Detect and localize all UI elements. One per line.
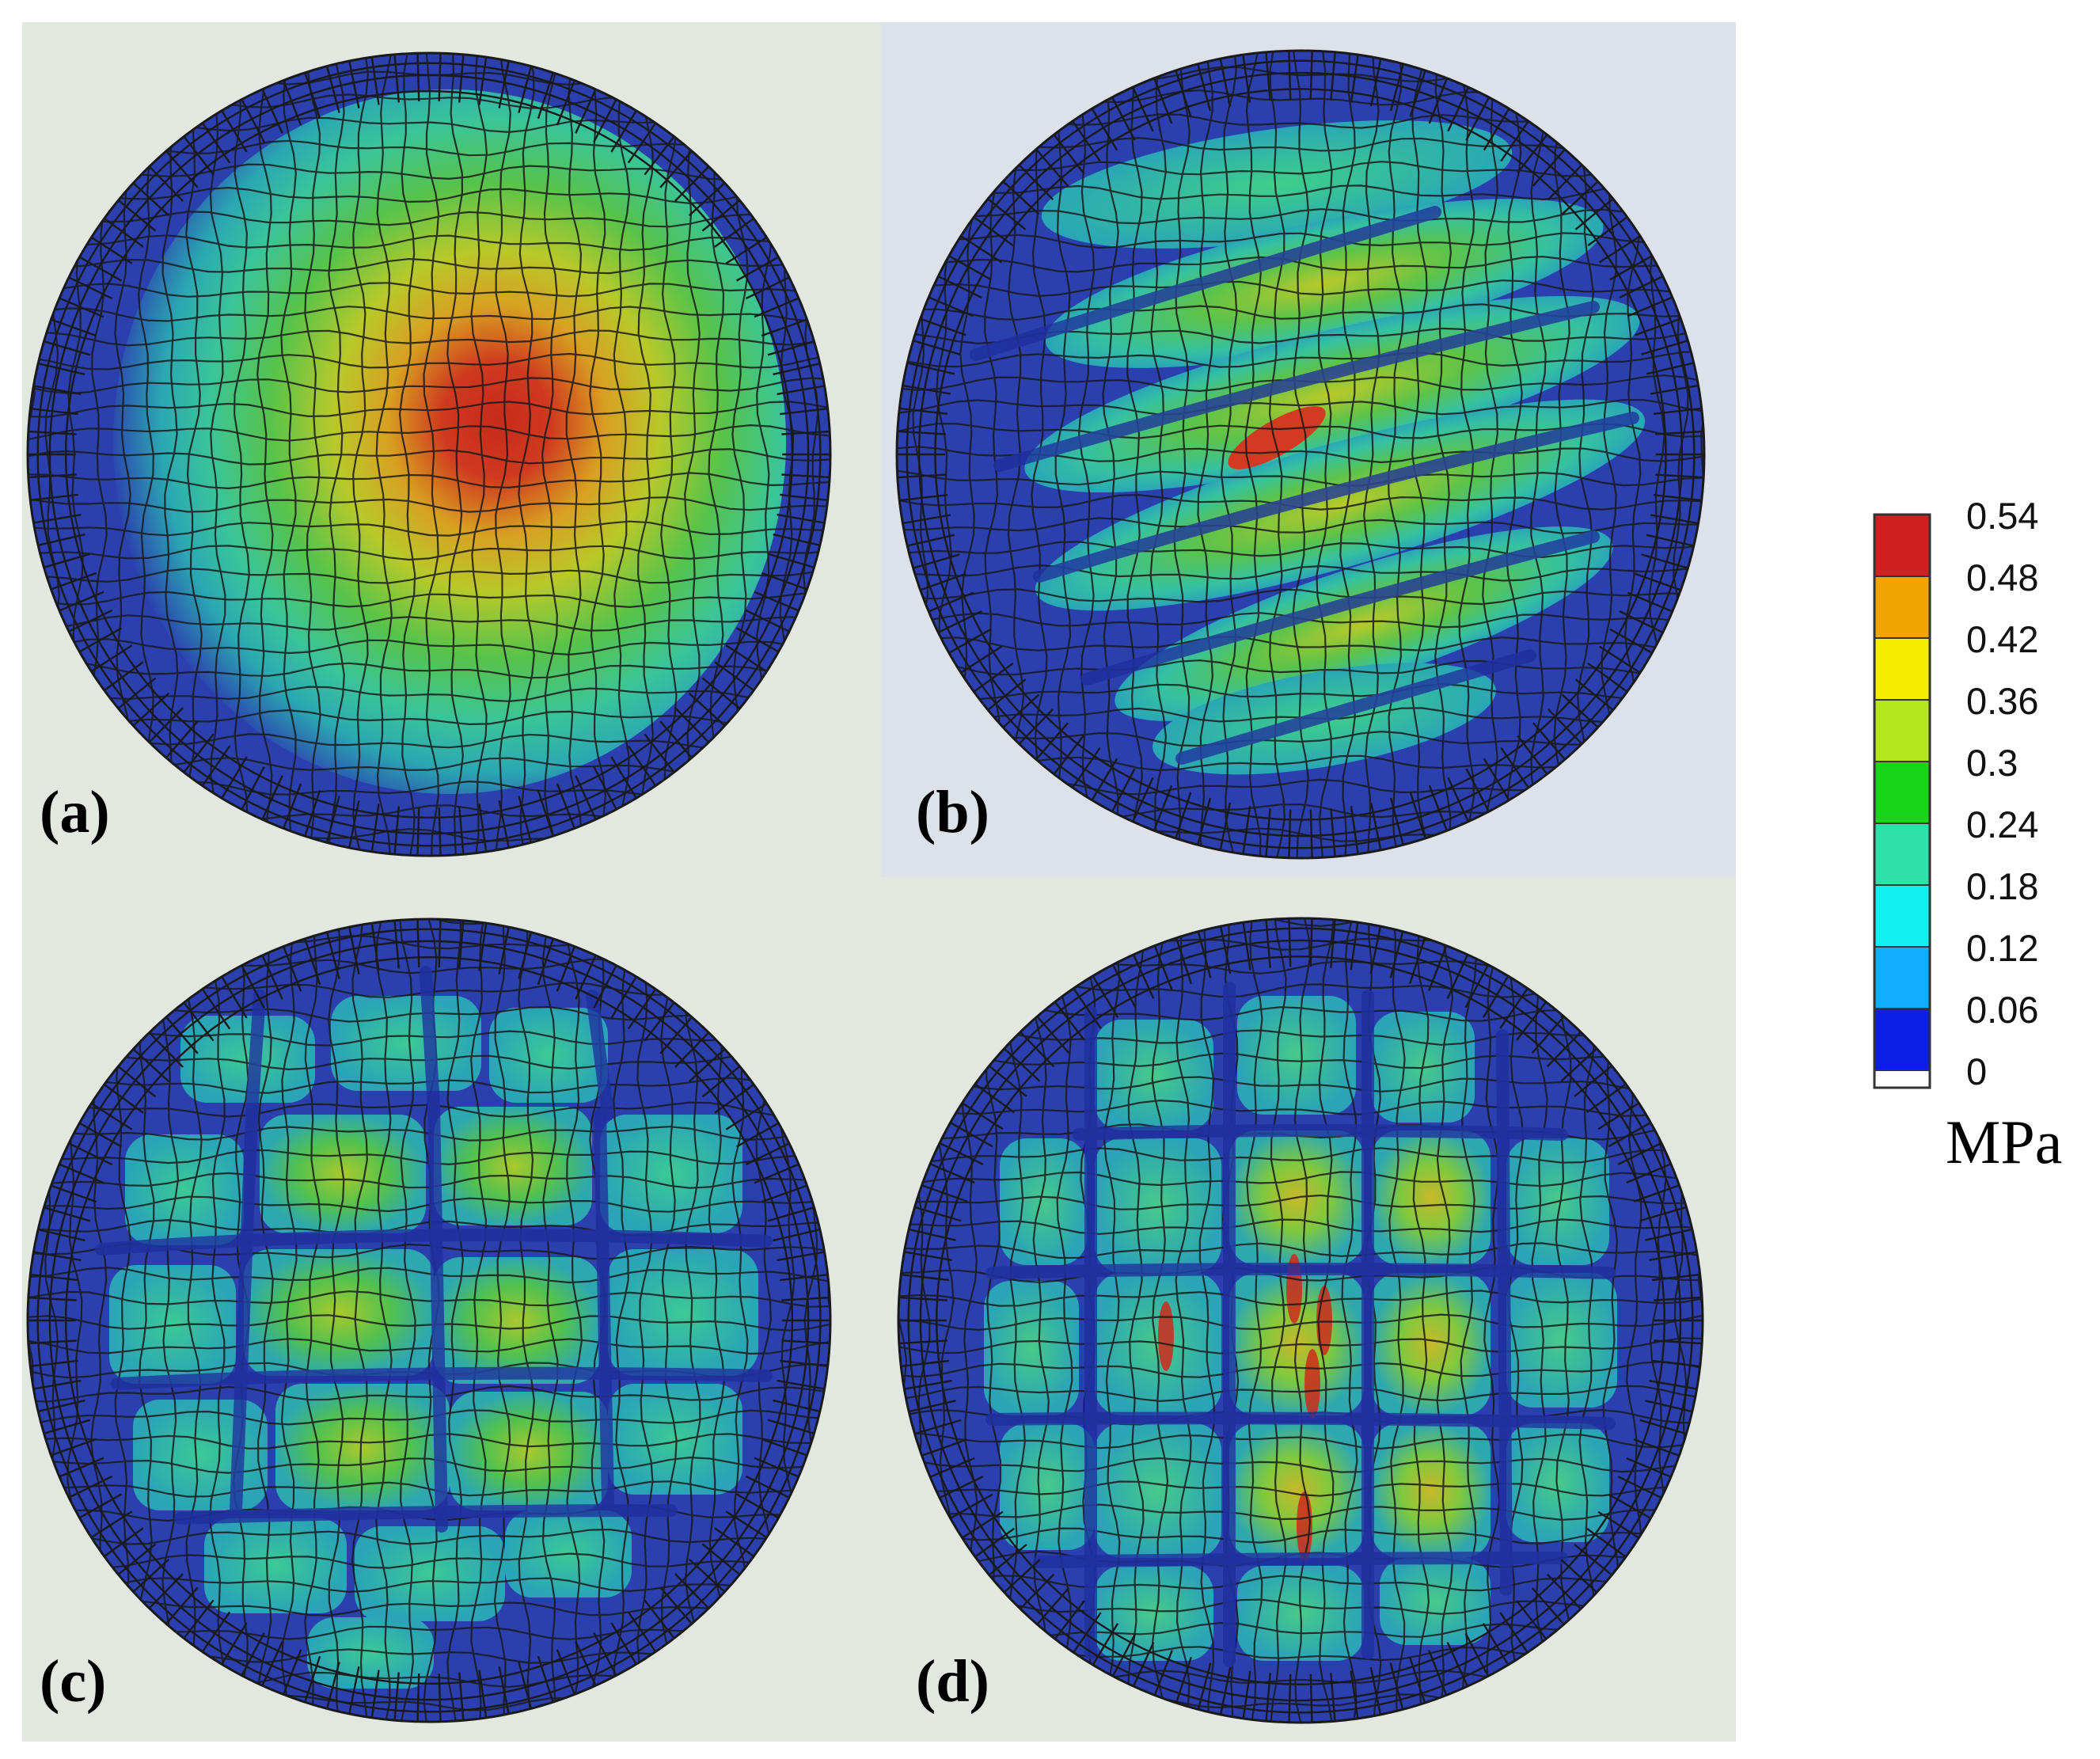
stress-contour-a: [26, 51, 832, 857]
panel-b: (b): [881, 22, 1736, 877]
stress-block: [984, 1281, 1079, 1415]
stress-block: [608, 1249, 758, 1376]
legend-swatch: [1874, 823, 1931, 886]
stress-block: [331, 996, 481, 1091]
legend-tick-label: 0.3: [1966, 742, 2018, 784]
stress-block: [1372, 1423, 1491, 1558]
legend-swatch: [1874, 884, 1931, 948]
color-scale-bar: [1873, 513, 1931, 1089]
stress-block: [434, 1107, 592, 1225]
legend-tick-label: 0.36: [1966, 680, 2039, 722]
legend-swatch: [1874, 514, 1931, 577]
stress-contour-b: [895, 49, 1706, 860]
legend-tick-label: 0.48: [1966, 557, 2039, 598]
color-legend: 0.54 0.48 0.42 0.36 0.3 0.24 0.18 0.12 0.06 0 MPa: [1868, 497, 2090, 1298]
hot-spot: [1158, 1301, 1174, 1371]
legend-tick-label: 0.06: [1966, 989, 2039, 1031]
legend-swatch: [1874, 946, 1931, 1009]
panel-label-a: (a): [40, 779, 110, 845]
legend-tick-label: 0.18: [1966, 865, 2039, 907]
stress-block: [1095, 1566, 1213, 1661]
legend-swatch: [1874, 637, 1931, 701]
stress-block: [1229, 1423, 1364, 1558]
hot-spot: [1304, 1349, 1320, 1419]
panel-c: (c): [22, 877, 881, 1742]
stress-block: [1095, 1138, 1221, 1273]
stress-block: [1000, 1138, 1087, 1265]
panel-a: (a): [22, 22, 881, 877]
stress-block: [307, 1617, 434, 1689]
stress-block: [355, 1526, 505, 1621]
panel-d: (d): [881, 877, 1736, 1742]
mesh-rings-b: [897, 51, 1704, 858]
legend-swatch: [1874, 699, 1931, 762]
legend-unit: MPa: [1946, 1107, 2063, 1176]
legend-swatch: [1874, 761, 1931, 824]
mesh-rings-d: [898, 918, 1703, 1723]
stress-block: [1372, 1130, 1491, 1265]
stress-block: [1506, 1423, 1609, 1542]
mesh-rings-a: [28, 53, 830, 856]
legend-tick-label: 0.24: [1966, 804, 2039, 845]
mesh-rings-c: [28, 919, 830, 1722]
legend-swatch: [1874, 1069, 1931, 1088]
legend-tick-label: 0.42: [1966, 618, 2039, 660]
legend-swatch: [1874, 1008, 1931, 1071]
legend-tick-label: 0.12: [1966, 927, 2039, 969]
legend-tick-label: 0: [1966, 1050, 1988, 1092]
stress-block: [1095, 1273, 1221, 1415]
panel-label-b: (b): [916, 779, 989, 845]
legend-swatch: [1874, 576, 1931, 639]
stress-block: [1506, 1273, 1617, 1408]
stress-contour-d: [897, 917, 1704, 1724]
stress-block: [1380, 1558, 1491, 1645]
stress-contour-c: [26, 917, 832, 1723]
panel-label-d: (d): [916, 1648, 989, 1715]
panel-label-c: (c): [40, 1648, 107, 1715]
stress-block: [275, 1384, 450, 1510]
legend-tick-label: 0.54: [1966, 495, 2039, 537]
